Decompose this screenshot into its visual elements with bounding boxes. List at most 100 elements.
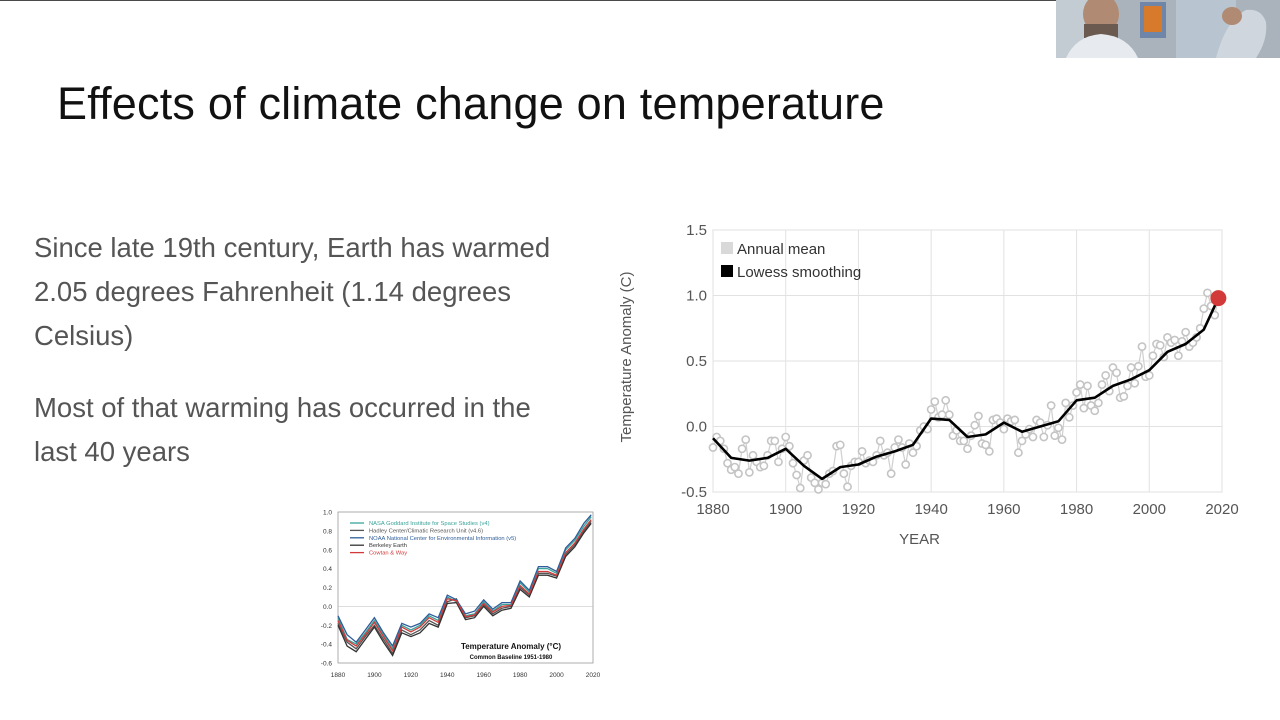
annual-mean-point <box>741 435 751 444</box>
annual-mean-point <box>1123 381 1132 391</box>
annual-mean-point <box>963 444 972 454</box>
annual-mean-point <box>835 440 845 450</box>
annual-mean-point <box>1173 351 1183 361</box>
x-tick-label: 1940 <box>914 501 947 518</box>
latest-value-marker <box>1210 290 1227 307</box>
annual-mean-point <box>795 483 805 493</box>
multi-source-temperature-chart: 1.0 0.8 0.6 0.4 0.2 0.0 -0.2 -0.4 -0.6 1880 1900 19… <box>321 510 601 680</box>
inset-x-tick-label: 2020 <box>586 672 601 679</box>
annual-mean-point <box>1097 380 1107 389</box>
annual-mean-point <box>908 448 918 458</box>
inset-x-tick-label: 1980 <box>513 672 528 679</box>
annual-mean-point <box>730 462 740 472</box>
annual-mean-point <box>744 467 754 477</box>
inset-legend-label: NASA Goddard Institute for Space Studies… <box>369 521 490 527</box>
annual-mean-point <box>784 441 794 451</box>
inset-series-line <box>337 519 592 653</box>
top-divider-line <box>0 0 1056 1</box>
annual-mean-point <box>1046 401 1056 410</box>
annual-mean-point <box>1119 391 1129 401</box>
inset-legend-label: Cowtan & Way <box>369 551 407 557</box>
annual-mean-point <box>944 410 954 420</box>
annual-mean-point <box>1075 380 1085 389</box>
inset-series-line <box>337 521 592 656</box>
annual-mean-point <box>1155 340 1165 350</box>
annual-mean-point <box>959 436 969 446</box>
person-video-icon <box>1056 0 1280 58</box>
legend-swatch-annual-mean <box>721 242 733 254</box>
y-tick-label: 1.5 <box>686 222 707 239</box>
inset-x-tick-label: 1880 <box>331 672 346 679</box>
annual-mean-point <box>1101 371 1111 380</box>
legend-swatch-lowess <box>721 265 733 277</box>
annual-mean-point <box>1112 368 1121 378</box>
annual-mean-point <box>1093 398 1103 408</box>
inset-legend-label: Berkeley Earth <box>369 543 407 549</box>
inset-y-tick-label: -0.6 <box>321 661 333 668</box>
inset-legend-label: Hadley Center/Climatic Research Unit (v4… <box>369 528 483 534</box>
annual-mean-point <box>1061 398 1071 408</box>
annual-mean-point <box>843 482 852 492</box>
annual-mean-point <box>770 436 780 446</box>
temperature-anomaly-chart: 1880 1900 1920 1940 1960 1980 2000 2020 -0.5 0.0 0… <box>618 222 1239 548</box>
inset-y-tick-label: 0.2 <box>323 585 332 592</box>
annual-mean-point <box>708 443 718 452</box>
x-tick-label: 2020 <box>1205 501 1238 518</box>
annual-mean-point <box>1130 378 1140 388</box>
y-tick-label: 0.5 <box>686 353 707 370</box>
legend-label-lowess: Lowess smoothing <box>737 264 861 281</box>
inset-x-tick-label: 1940 <box>440 672 455 679</box>
annual-mean-point <box>941 395 951 405</box>
annual-mean-point <box>1079 403 1089 413</box>
annual-mean-point <box>901 460 911 469</box>
annual-mean-point <box>984 446 994 456</box>
annual-mean-point <box>930 397 940 407</box>
inset-legend-label: NOAA National Center for Environmental I… <box>369 536 516 542</box>
x-tick-label: 1920 <box>842 501 875 518</box>
legend-label-annual-mean: Annual mean <box>737 241 825 258</box>
annual-mean-point <box>774 457 783 467</box>
body-paragraph-warming: Since late 19th century, Earth has warme… <box>34 232 551 351</box>
annual-mean-point <box>1144 371 1154 380</box>
annual-mean-point <box>1039 432 1049 442</box>
annual-mean-point <box>1017 436 1027 446</box>
inset-y-tick-label: 0.0 <box>323 604 332 611</box>
inset-y-tick-label: 1.0 <box>323 510 332 517</box>
annual-mean-point <box>734 469 743 479</box>
inset-series-line <box>337 522 592 657</box>
annual-mean-point <box>737 444 747 454</box>
annual-mean-point <box>1170 335 1180 345</box>
annual-mean-point <box>1137 342 1147 351</box>
inset-x-tick-label: 1900 <box>367 672 382 679</box>
inset-x-tick-label: 1960 <box>476 672 491 679</box>
y-tick-label: 0.0 <box>686 419 707 436</box>
annual-mean-point <box>857 446 867 456</box>
annual-mean-point <box>1148 351 1158 361</box>
inset-chart-title: Temperature Anomaly (°C) <box>461 642 561 651</box>
annual-mean-point <box>1083 381 1092 391</box>
y-tick-label: 1.0 <box>686 288 707 305</box>
inset-plot-area <box>337 511 594 664</box>
annual-mean-point <box>781 432 791 442</box>
annual-mean-point <box>894 435 903 444</box>
annual-mean-point <box>937 410 947 420</box>
x-tick-label: 1880 <box>696 501 729 518</box>
annual-mean-point <box>1133 361 1143 371</box>
inset-y-tick-label: 0.6 <box>323 547 332 554</box>
annual-mean-point <box>814 484 823 494</box>
inset-x-tick-label: 1920 <box>404 672 419 679</box>
inset-series-line <box>337 514 592 648</box>
x-tick-label: 1960 <box>987 501 1020 518</box>
webcam-video-thumbnail[interactable] <box>1056 0 1280 58</box>
annual-mean-point <box>1050 431 1060 441</box>
annual-mean-point <box>1126 363 1136 372</box>
annual-mean-point <box>1013 448 1023 458</box>
inset-chart-subtitle: Common Baseline 1951-1980 <box>470 655 553 661</box>
lowess-smoothing-line <box>712 297 1220 481</box>
inset-y-tick-label: -0.4 <box>321 642 333 649</box>
annual-mean-point <box>1064 412 1074 422</box>
slide-title: Effects of climate change on temperature <box>57 78 885 129</box>
x-tick-label: 2000 <box>1133 501 1166 518</box>
annual-mean-point <box>1090 406 1100 416</box>
annual-mean-point <box>1181 327 1191 337</box>
